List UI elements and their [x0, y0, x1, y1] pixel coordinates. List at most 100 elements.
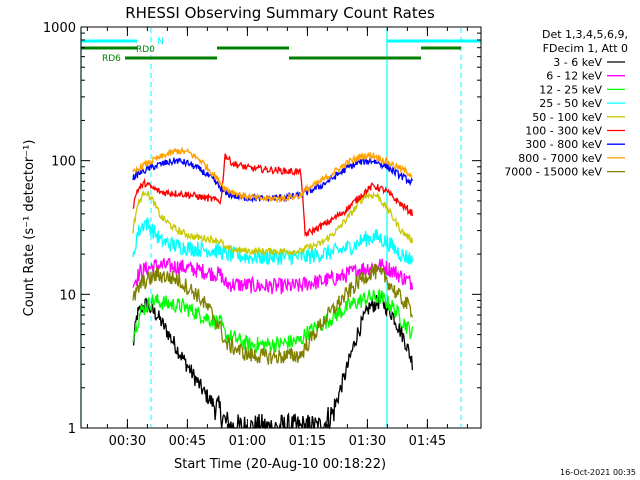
data-point — [224, 248, 226, 250]
data-point — [360, 268, 362, 270]
data-point — [396, 166, 398, 168]
data-point — [304, 334, 306, 336]
data-point — [360, 278, 362, 280]
data-point — [392, 306, 394, 308]
chart-title: RHESSI Observing Summary Count Rates — [125, 4, 435, 22]
data-point — [320, 323, 322, 325]
data-point — [208, 249, 210, 251]
data-point — [168, 334, 170, 336]
data-point — [400, 253, 402, 255]
data-point — [384, 160, 386, 162]
data-point — [384, 276, 386, 278]
data-point — [152, 300, 154, 302]
legend: Det 1,3,4,5,6,9,FDecim 1, Att 03 - 6 keV… — [504, 28, 628, 179]
data-point — [412, 259, 414, 261]
data-point — [392, 314, 394, 316]
data-point — [152, 188, 154, 190]
data-point — [200, 169, 202, 171]
data-point — [372, 270, 374, 272]
data-point — [336, 230, 338, 232]
saa-label: N — [157, 37, 164, 47]
x-tick-label: 00:45 — [169, 434, 206, 449]
data-point — [132, 300, 134, 302]
data-point — [336, 169, 338, 171]
series-line — [132, 292, 414, 430]
data-point — [204, 393, 206, 395]
plot-frame — [80, 26, 482, 429]
data-point — [320, 180, 322, 182]
data-point — [132, 173, 134, 175]
data-point — [272, 169, 274, 171]
series-line — [132, 153, 414, 238]
data-point — [180, 266, 182, 268]
x-axis-label: Start Time (20-Aug-10 00:18:22) — [174, 457, 386, 472]
data-point — [156, 264, 158, 266]
legend-entry-label: 800 - 7000 keV — [518, 152, 602, 165]
data-point — [392, 270, 394, 272]
data-point — [412, 182, 414, 184]
data-point — [132, 259, 134, 261]
data-point — [160, 191, 162, 193]
data-point — [320, 243, 322, 245]
data-point — [140, 166, 142, 168]
data-point — [144, 221, 146, 223]
x-tick-label: 01:30 — [349, 434, 386, 449]
data-point — [372, 154, 374, 156]
data-point — [132, 334, 134, 336]
data-point — [224, 188, 226, 190]
data-point — [248, 167, 250, 169]
data-point — [232, 163, 234, 165]
data-point — [404, 340, 406, 342]
data-point — [200, 160, 202, 162]
data-point — [368, 296, 370, 298]
data-point — [208, 198, 210, 200]
data-point — [260, 198, 262, 200]
rd0-label: RD0 — [136, 45, 155, 55]
data-point — [376, 194, 378, 196]
data-point — [176, 230, 178, 232]
legend-entry-label: 300 - 800 keV — [525, 138, 602, 151]
series-line — [132, 217, 414, 266]
data-point — [300, 285, 302, 287]
data-point — [396, 173, 398, 175]
data-point — [344, 374, 346, 376]
data-point — [136, 189, 138, 191]
data-point — [224, 192, 226, 194]
y-tick-label: 1000 — [43, 21, 76, 36]
data-point — [336, 250, 338, 252]
plot-timestamp: 16-Oct-2021 00:35 — [560, 468, 636, 477]
data-point — [136, 206, 138, 208]
data-point — [384, 165, 386, 167]
data-point — [160, 216, 162, 218]
data-point — [412, 174, 414, 176]
series-layer — [132, 146, 414, 430]
y-axis-label: Count Rate (s⁻¹ detector⁻¹) — [22, 140, 37, 317]
data-point — [220, 412, 222, 414]
series-line — [132, 288, 414, 354]
data-point — [220, 274, 222, 276]
data-point — [152, 230, 154, 232]
data-point — [312, 230, 314, 232]
data-point — [164, 162, 166, 164]
legend-entry-label: 7000 - 15000 keV — [504, 166, 602, 179]
legend-entry-label: 25 - 50 keV — [539, 97, 602, 110]
data-point — [220, 328, 222, 330]
data-point — [304, 189, 306, 191]
data-point — [132, 176, 134, 178]
data-point — [152, 160, 154, 162]
data-point — [300, 340, 302, 342]
data-point — [132, 347, 134, 349]
data-point — [176, 278, 178, 280]
data-point — [304, 347, 306, 349]
data-point — [192, 236, 194, 238]
x-tick-label: 00:30 — [109, 434, 146, 449]
data-point — [304, 234, 306, 236]
data-point — [164, 154, 166, 156]
data-point — [248, 354, 250, 356]
data-point — [320, 185, 322, 187]
data-point — [200, 314, 202, 316]
data-point — [300, 256, 302, 258]
data-point — [132, 206, 134, 208]
data-point — [144, 182, 146, 184]
